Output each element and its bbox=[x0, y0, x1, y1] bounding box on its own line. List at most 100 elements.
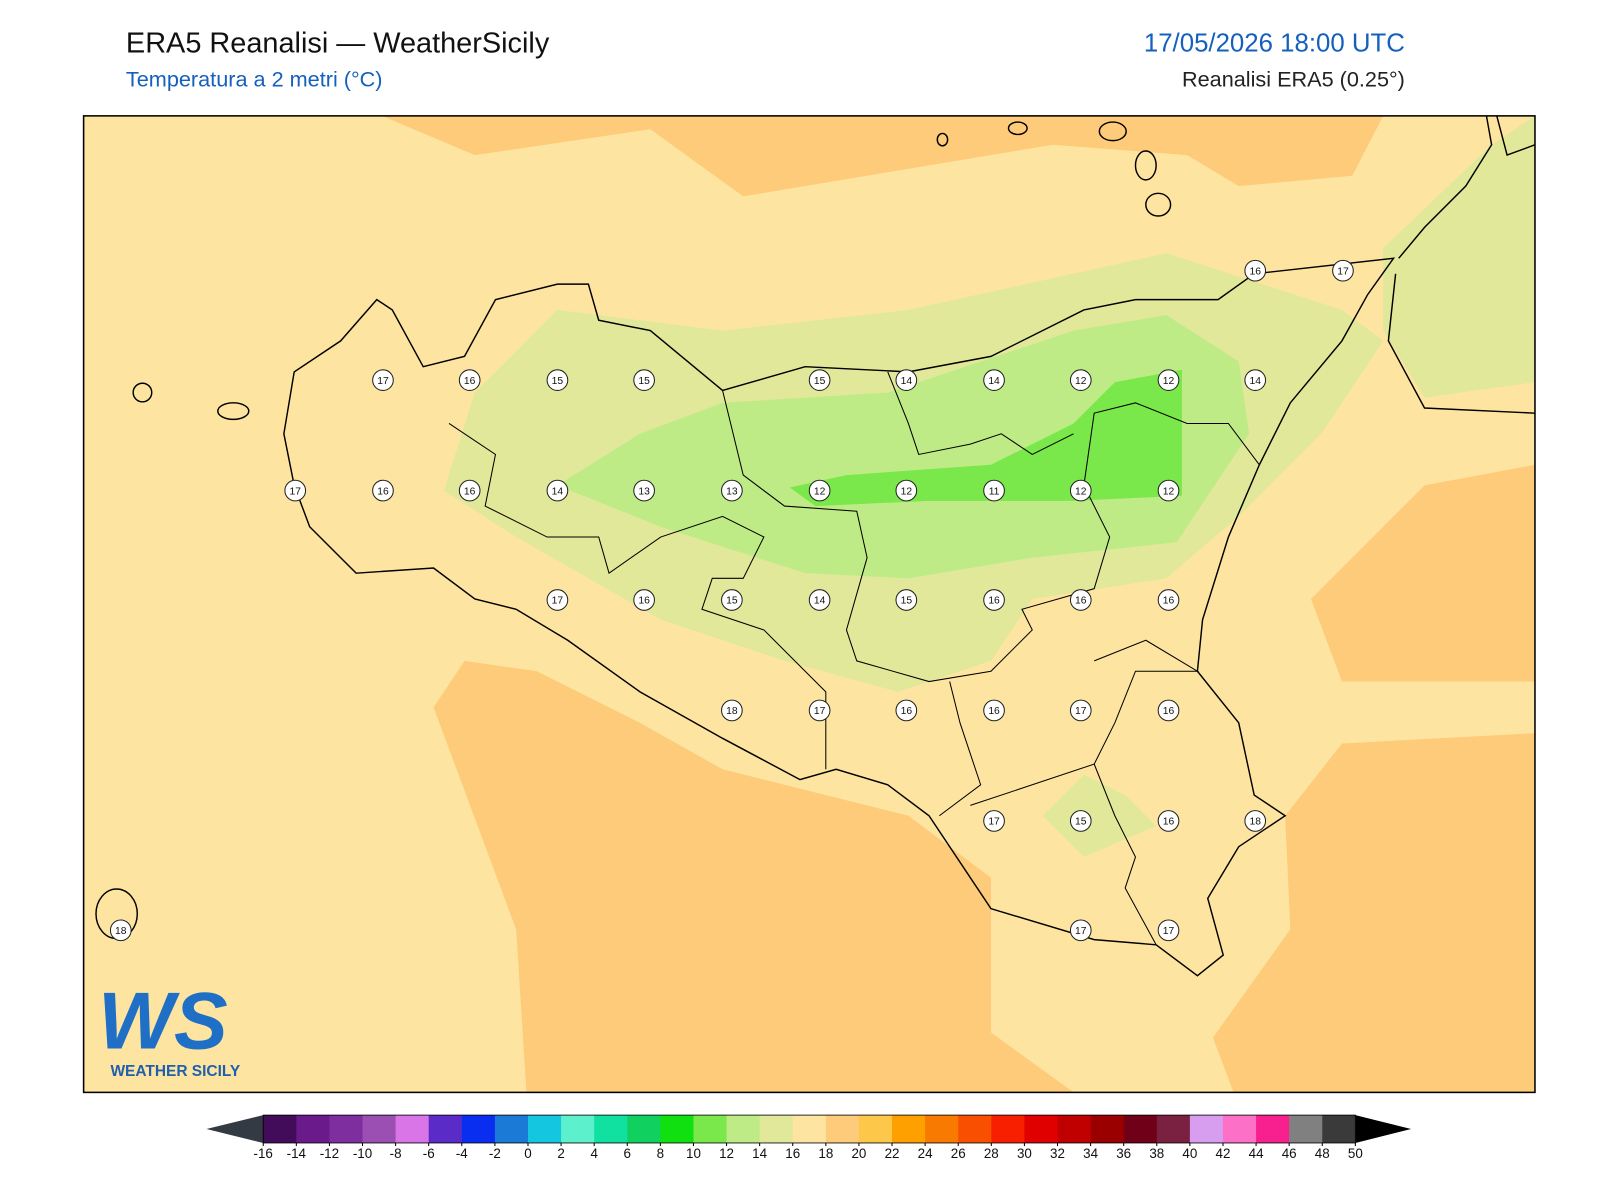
calabria-coast bbox=[1398, 115, 1493, 259]
map-fields bbox=[83, 115, 1535, 1093]
colorbar-segment bbox=[527, 1115, 562, 1143]
station-label: 14 bbox=[1249, 376, 1261, 387]
island bbox=[936, 132, 949, 147]
station-marker bbox=[808, 369, 831, 391]
colorbar-segment bbox=[1189, 1115, 1224, 1143]
colorbar-tick-label: -14 bbox=[287, 1146, 307, 1161]
coastlines bbox=[95, 115, 1535, 977]
logo: WS WEATHER SICILY bbox=[98, 977, 241, 1080]
colorbar-tick-label: 0 bbox=[524, 1146, 531, 1161]
station-marker bbox=[721, 479, 743, 502]
colorbar-segment bbox=[594, 1115, 628, 1143]
colorbar-tick-label: 32 bbox=[1050, 1146, 1065, 1161]
colorbar-segment bbox=[428, 1115, 463, 1143]
station-marker bbox=[1069, 369, 1092, 391]
station-label: 17 bbox=[1075, 706, 1087, 717]
colorbar-tick-label: 40 bbox=[1182, 1146, 1197, 1161]
station-marker bbox=[983, 810, 1005, 832]
station-label: 15 bbox=[552, 376, 564, 387]
colorbar-tick-label: 36 bbox=[1116, 1146, 1131, 1161]
station-marker bbox=[808, 479, 831, 502]
station-label: 18 bbox=[726, 706, 738, 717]
colorbar-segment bbox=[1156, 1115, 1191, 1143]
station-marker bbox=[808, 589, 831, 611]
datetime: 17/05/2026 18:00 UTC bbox=[1144, 29, 1405, 57]
logo-text: WEATHER SICILY bbox=[110, 1063, 240, 1080]
island bbox=[1134, 150, 1157, 181]
colorbar-segment bbox=[858, 1115, 893, 1143]
province-border bbox=[970, 639, 1200, 806]
station-label: 14 bbox=[814, 596, 826, 607]
station-label: 12 bbox=[1075, 376, 1087, 387]
colorbar-segment bbox=[925, 1115, 959, 1143]
title: ERA5 Reanalisi — WeatherSicily bbox=[126, 27, 550, 59]
station-label: 16 bbox=[464, 376, 476, 387]
station-marker bbox=[1157, 589, 1180, 611]
colorbar-segment bbox=[1322, 1115, 1356, 1143]
station-marker bbox=[1157, 699, 1180, 722]
station-marker bbox=[1244, 259, 1267, 282]
colorbar-segment bbox=[892, 1115, 926, 1143]
island bbox=[217, 402, 250, 421]
sicily-coast bbox=[283, 257, 1396, 977]
station-label: 17 bbox=[552, 596, 564, 607]
stations: 17 16 15 15 15 14 14 12 12 14 16 17 17 16 16 14 13 13 12 12… bbox=[109, 259, 1354, 942]
field-18-20 bbox=[1310, 464, 1535, 682]
colorbar-segment bbox=[461, 1115, 496, 1143]
station-label: 16 bbox=[1163, 596, 1175, 607]
colorbar-tick-label: 18 bbox=[818, 1146, 833, 1161]
colorbar-segment bbox=[494, 1115, 529, 1143]
station-label: 12 bbox=[814, 486, 826, 497]
calabria-coast bbox=[1387, 273, 1535, 414]
station-label: 17 bbox=[289, 486, 301, 497]
station-label: 16 bbox=[988, 596, 1000, 607]
colorbar-tick-label: 14 bbox=[752, 1146, 767, 1161]
station-marker bbox=[109, 919, 132, 942]
station-label: 15 bbox=[814, 376, 826, 387]
station-marker bbox=[895, 589, 918, 611]
colorbar-segment bbox=[693, 1115, 728, 1143]
colorbar-tick-label: -8 bbox=[390, 1146, 402, 1161]
colorbar-tick-label: 16 bbox=[785, 1146, 800, 1161]
station-label: 18 bbox=[1249, 817, 1261, 828]
station-label: 11 bbox=[989, 486, 1000, 497]
colorbar-segment bbox=[825, 1115, 860, 1143]
field-10-12 bbox=[789, 369, 1182, 507]
station-marker bbox=[1332, 259, 1354, 282]
colorbar-segment bbox=[759, 1115, 794, 1143]
station-marker bbox=[1244, 810, 1267, 832]
station-label: 12 bbox=[1163, 376, 1175, 387]
field-14-16 bbox=[1042, 774, 1157, 858]
station-label: 16 bbox=[377, 486, 389, 497]
station-label: 16 bbox=[464, 486, 476, 497]
source: Reanalisi ERA5 (0.25°) bbox=[1182, 66, 1405, 91]
island bbox=[1007, 121, 1028, 136]
station-label: 13 bbox=[638, 486, 650, 497]
colorbar-segment bbox=[1090, 1115, 1125, 1143]
station-label: 18 bbox=[115, 926, 127, 937]
station-marker bbox=[1157, 919, 1180, 942]
station-marker bbox=[808, 699, 831, 722]
station-label: 17 bbox=[1163, 926, 1175, 937]
colorbar-tick-label: 6 bbox=[624, 1146, 631, 1161]
field-14-16 bbox=[1383, 115, 1535, 398]
station-label: 16 bbox=[901, 706, 913, 717]
station-label: 12 bbox=[901, 486, 913, 497]
logo-mark: WS bbox=[98, 977, 228, 1067]
colorbar-tick-label: 20 bbox=[851, 1146, 866, 1161]
station-marker bbox=[983, 699, 1005, 722]
colorbar-segment bbox=[1123, 1115, 1158, 1143]
colorbar-tick-label: 10 bbox=[686, 1146, 701, 1161]
station-label: 16 bbox=[1163, 706, 1175, 717]
station-marker bbox=[1069, 699, 1092, 722]
colorbar-tick-label: 50 bbox=[1348, 1146, 1363, 1161]
colorbar-segment bbox=[1289, 1115, 1323, 1143]
colorbar-segment bbox=[660, 1115, 694, 1143]
colorbar-tick-label: 34 bbox=[1083, 1146, 1098, 1161]
station-marker bbox=[1069, 589, 1092, 611]
field-18-20 bbox=[433, 660, 1074, 1093]
island bbox=[1145, 192, 1172, 217]
station-marker bbox=[458, 479, 481, 502]
station-label: 17 bbox=[1337, 266, 1349, 277]
